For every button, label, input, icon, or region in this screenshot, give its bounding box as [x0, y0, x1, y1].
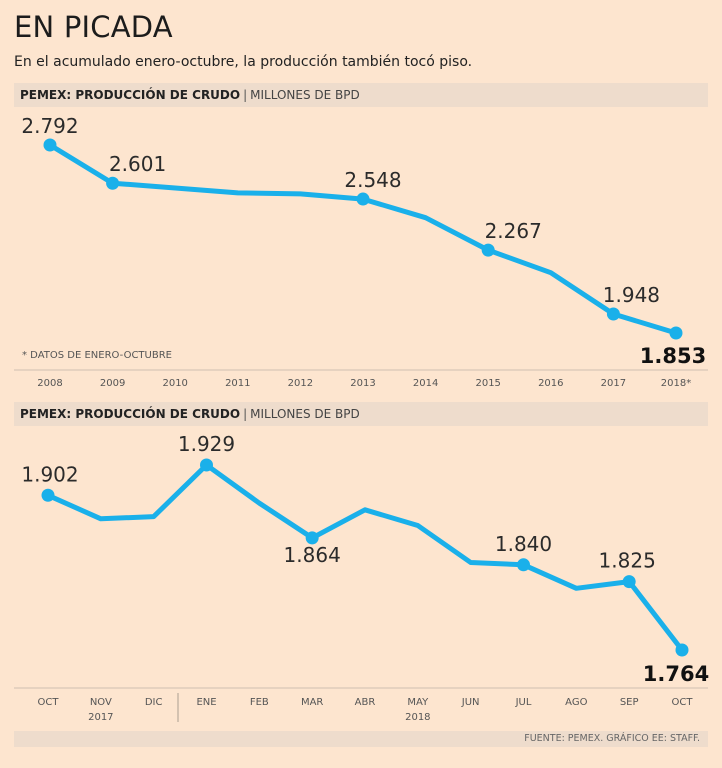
chart1-tick-label: 2018* — [661, 378, 691, 389]
chart1-point-marker — [606, 307, 620, 321]
chart1-tick-label: 2011 — [225, 378, 250, 389]
chart1-tick-label: 2016 — [538, 378, 563, 389]
chart2-tick-label: OCT — [672, 697, 694, 708]
chart1-point-marker — [106, 176, 120, 190]
chart1-tick-label: 2013 — [350, 378, 375, 389]
chart2-data-label: 1.929 — [178, 432, 235, 456]
chart2-tick-label: ENE — [196, 697, 216, 708]
chart2-header-unit: MILLONES DE BPD — [250, 407, 360, 421]
chart2-tick-label: NOV — [90, 697, 112, 708]
chart2-point-marker — [41, 488, 55, 502]
source-footer: FUENTE: PEMEX. GRÁFICO EE: STAFF. — [14, 731, 708, 747]
chart1-tick-label: 2008 — [37, 378, 62, 389]
chart2-data-label: 1.825 — [599, 549, 656, 573]
chart1-header-separator: | — [243, 88, 248, 102]
chart2-data-label: 1.864 — [284, 543, 341, 567]
chart1-point-marker — [669, 326, 683, 340]
chart1-data-label: 2.267 — [485, 219, 542, 243]
chart2-tick-label: OCT — [38, 697, 60, 708]
chart1-data-label: 1.853 — [640, 344, 706, 368]
chart1-point-marker — [356, 192, 370, 206]
chart2-tick-label: FEB — [250, 697, 269, 708]
chart1-data-label: 1.948 — [603, 283, 660, 307]
chart1-data-label: 2.601 — [109, 152, 166, 176]
chart2-data-label: 1.840 — [495, 532, 552, 556]
chart2-header-separator: | — [243, 407, 248, 421]
chart2-data-label: 1.902 — [21, 462, 78, 486]
chart1-header-unit: MILLONES DE BPD — [250, 88, 360, 102]
chart2-tick-label: JUN — [461, 697, 480, 708]
chart2-tick-label: SEP — [620, 697, 639, 708]
chart1-point-marker — [43, 138, 57, 152]
chart1-header-title: PEMEX: PRODUCCIÓN DE CRUDO — [20, 88, 241, 102]
chart1-data-label: 2.548 — [344, 168, 401, 192]
chart2-tick-label: MAY — [407, 697, 429, 708]
chart1-tick-label: 2010 — [162, 378, 187, 389]
chart2-point-marker — [675, 643, 689, 657]
chart1-tick-label: 2014 — [413, 378, 438, 389]
chart2-point-marker — [200, 458, 213, 472]
chart1-tick-label: 2009 — [100, 378, 125, 389]
chart2-point-marker — [517, 558, 530, 572]
chart1-tick-label: 2017 — [601, 378, 626, 389]
chart2-point-marker — [622, 575, 636, 589]
chart2-tick-label: MAR — [301, 697, 323, 708]
chart1-header: PEMEX: PRODUCCIÓN DE CRUDO | MILLONES DE B… — [14, 83, 708, 107]
chart2-year-label: 2017 — [88, 712, 113, 723]
page-subtitle: En el acumulado enero-octubre, la produc… — [14, 54, 473, 70]
chart2-series-line — [45, 462, 685, 653]
chart2-header-title: PEMEX: PRODUCCIÓN DE CRUDO — [20, 407, 241, 421]
page-title: EN PICADA — [14, 10, 173, 44]
chart2-tick-label: JUL — [515, 697, 532, 708]
chart1-data-label: 2.792 — [21, 114, 78, 138]
chart1-point-marker — [481, 243, 495, 257]
chart2-tick-label: DIC — [145, 697, 163, 708]
chart2-tick-label: ABR — [355, 697, 376, 708]
chart2-tick-label: AGO — [565, 697, 587, 708]
chart2-header: PEMEX: PRODUCCIÓN DE CRUDO | MILLONES DE B… — [14, 402, 708, 426]
chart2-year-label: 2018 — [405, 712, 430, 723]
chart1-tick-label: 2012 — [288, 378, 313, 389]
chart2-data-label: 1.764 — [643, 662, 709, 686]
chart1-note: * DATOS DE ENERO-OCTUBRE — [22, 350, 172, 361]
chart1-tick-label: 2015 — [475, 378, 500, 389]
chart2-point-marker — [305, 531, 319, 545]
